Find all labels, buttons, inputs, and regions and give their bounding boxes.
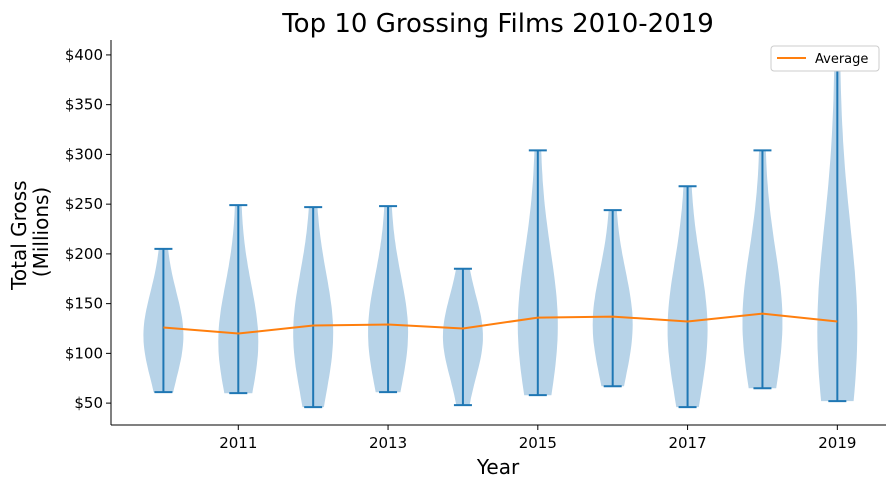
average-line-group [163, 312, 838, 335]
y-tick-label: $400 [65, 46, 103, 64]
y-axis-label-line-2: (Millions) [29, 187, 53, 277]
x-tick-label: 2019 [818, 434, 856, 452]
x-axis-ticks: 2011 2013 2015 2017 2019 [219, 425, 856, 452]
y-tick-label: $100 [65, 344, 103, 362]
chart-title: Top 10 Grossing Films 2010-2019 [281, 9, 714, 39]
y-tick-label: $200 [65, 245, 103, 263]
y-axis-label: Total Gross (Millions) [7, 174, 53, 291]
y-axis-ticks: $50 $100 $150 $200 $250 $300 $350 $400 [65, 46, 111, 412]
y-tick-label: $50 [74, 394, 103, 412]
violin-group [143, 53, 858, 409]
y-axis-label-line-1: Total Gross [7, 180, 31, 290]
y-tick-label: $300 [65, 145, 103, 163]
x-tick-label: 2013 [369, 434, 407, 452]
x-tick-label: 2011 [219, 434, 257, 452]
y-tick-label: $150 [65, 295, 103, 313]
y-tick-label: $350 [65, 96, 103, 114]
x-tick-label: 2015 [519, 434, 557, 452]
legend-box [770, 45, 880, 72]
legend-label-average: Average [815, 52, 868, 67]
x-axis-label: Year [476, 455, 520, 479]
average-line [163, 312, 838, 335]
y-tick-label: $250 [65, 195, 103, 213]
legend: Average [770, 45, 880, 72]
x-tick-label: 2017 [668, 434, 706, 452]
